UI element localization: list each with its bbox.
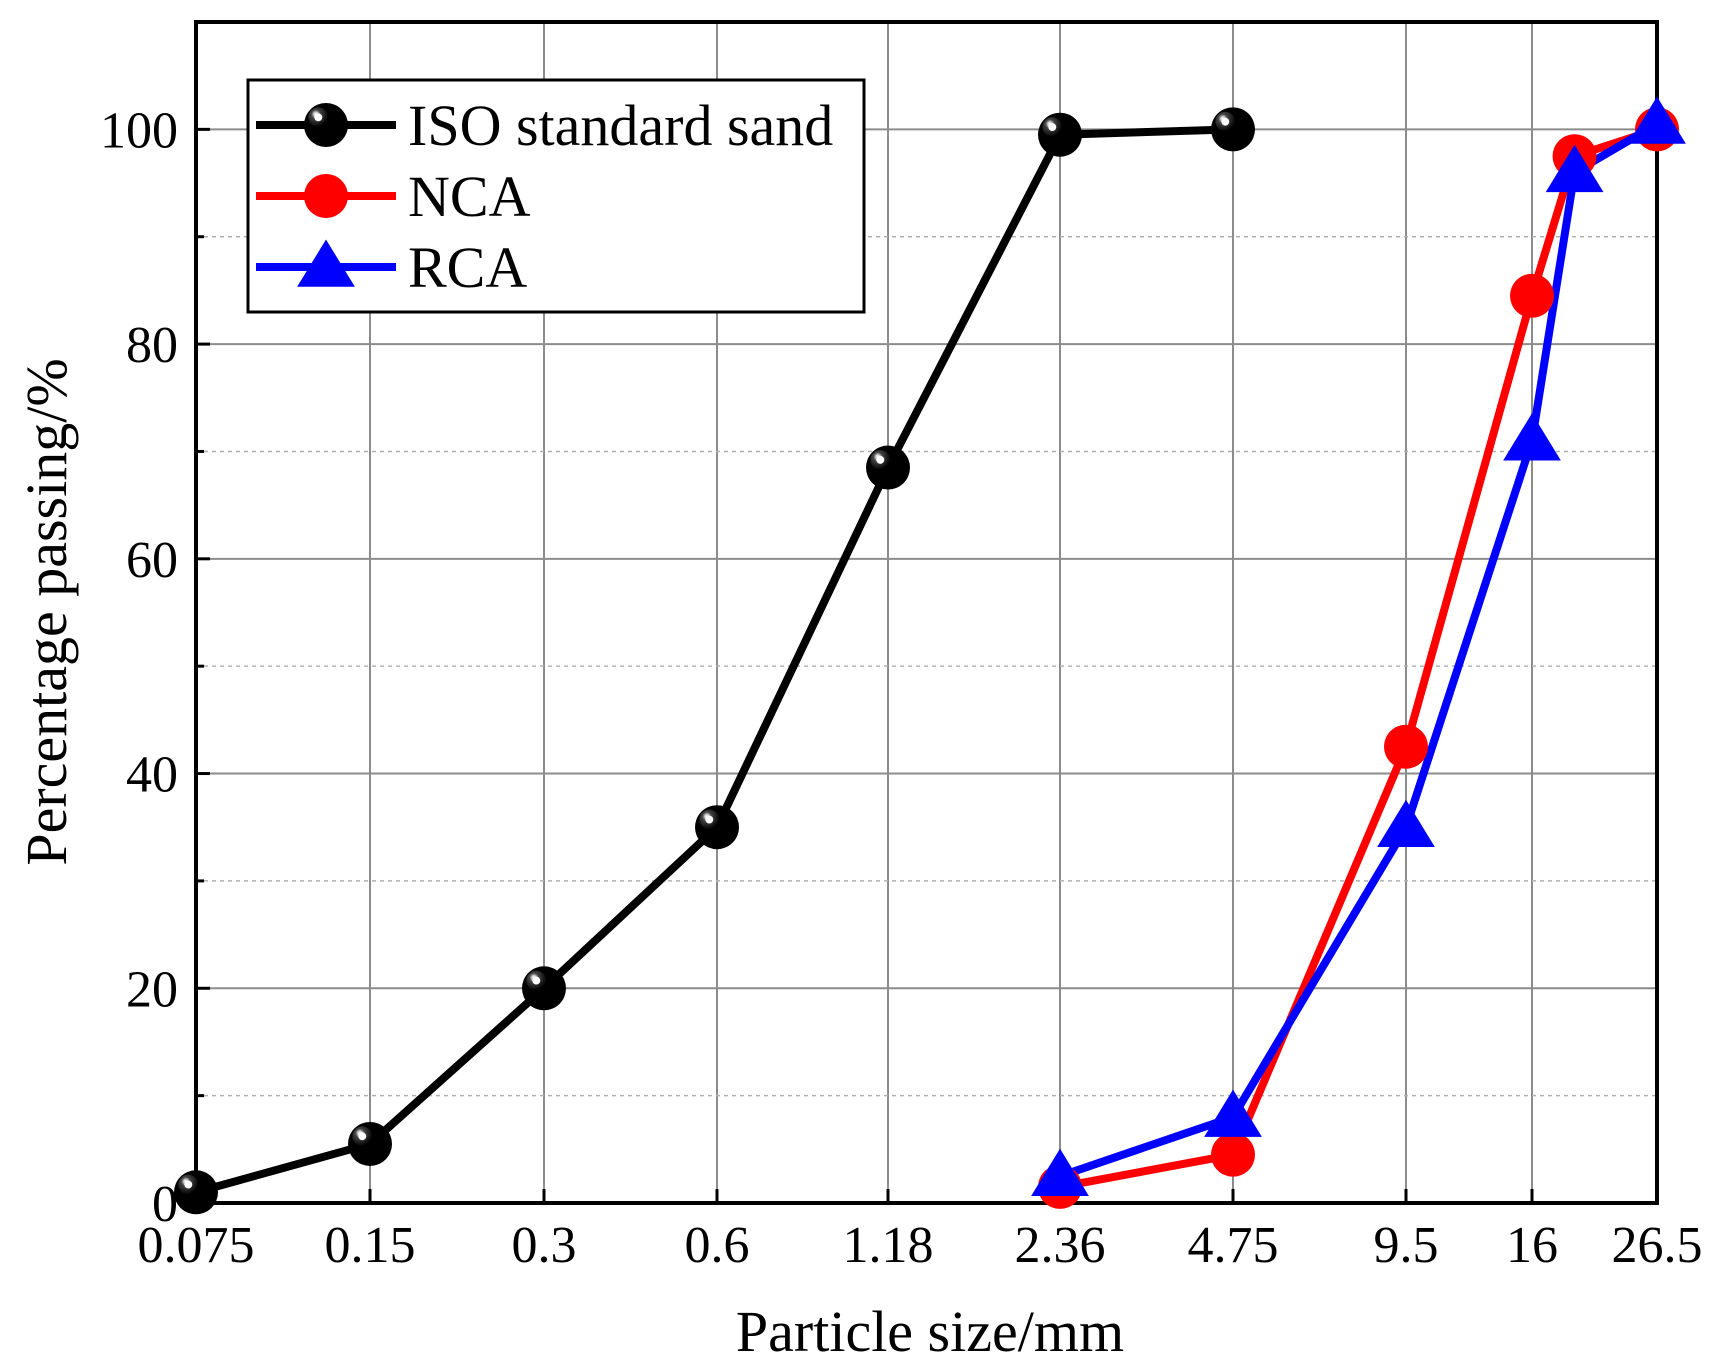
- data-point-series-2: [1031, 1148, 1089, 1196]
- x-tick-label: 0.6: [685, 1217, 750, 1274]
- x-tick-label: 2.36: [1015, 1217, 1106, 1274]
- data-point-series-2: [1204, 1089, 1262, 1137]
- data-point-series-0: [1038, 112, 1082, 157]
- y-tick-label: 20: [126, 961, 178, 1018]
- x-tick-label: 16: [1506, 1217, 1558, 1274]
- data-point-series-1: [1384, 724, 1428, 769]
- data-point-series-1: [1211, 1132, 1255, 1177]
- x-tick-label: 4.75: [1188, 1217, 1279, 1274]
- x-tick-label: 26.5: [1612, 1217, 1703, 1274]
- legend-label-1: NCA: [408, 164, 531, 229]
- x-tick-label: 1.18: [843, 1217, 934, 1274]
- x-tick-label: 0.075: [138, 1217, 255, 1274]
- legend-label-0: ISO standard sand: [408, 93, 833, 158]
- y-tick-label: 100: [100, 102, 178, 159]
- data-point-series-0: [522, 966, 566, 1011]
- data-point-series-0: [866, 445, 910, 490]
- legend-marker-1: [304, 174, 348, 218]
- data-point-series-0: [695, 805, 739, 850]
- x-axis-title: Particle size/mm: [736, 1299, 1124, 1364]
- data-point-series-2: [1628, 96, 1686, 144]
- data-point-series-0: [1211, 107, 1255, 152]
- x-tick-label: 9.5: [1374, 1217, 1439, 1274]
- y-axis-title: Percentage passing/%: [14, 358, 79, 865]
- data-point-series-1: [1510, 273, 1554, 318]
- legend-label-2: RCA: [408, 235, 527, 300]
- legend-marker-2: [297, 239, 355, 287]
- x-tick-label: 0.15: [325, 1217, 416, 1274]
- y-tick-label: 40: [126, 747, 178, 804]
- x-tick-label: 0.3: [512, 1217, 577, 1274]
- y-tick-label: 60: [126, 532, 178, 589]
- data-point-series-0: [174, 1170, 218, 1215]
- axes: [194, 20, 1659, 1205]
- y-tick-label: 0: [152, 1176, 178, 1233]
- series-layer: [174, 96, 1686, 1215]
- legend-marker-0: [304, 103, 348, 147]
- data-point-series-0: [348, 1121, 392, 1166]
- data-point-series-2: [1377, 799, 1435, 848]
- plot-frame: [194, 20, 1659, 1205]
- tick-labels: 0 20 40 60 80 100 0.075 0.15 0.3 0.6 1.18 2.36 4.75 9…: [100, 102, 1703, 1274]
- y-tick-label: 80: [126, 317, 178, 374]
- data-point-series-2: [1545, 144, 1604, 193]
- data-point-series-2: [1503, 413, 1561, 461]
